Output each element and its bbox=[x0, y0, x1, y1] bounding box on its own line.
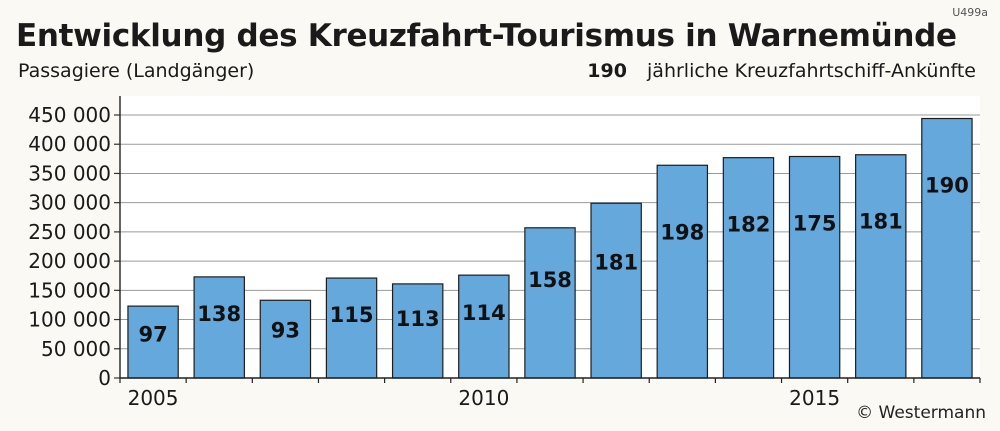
bar bbox=[590, 202, 642, 379]
bar bbox=[722, 157, 775, 379]
y-tick-label: 250 000 bbox=[28, 220, 111, 244]
x-tick-label: 2010 bbox=[458, 386, 509, 410]
figure-code: U499a bbox=[952, 6, 988, 19]
y-tick-label: 300 000 bbox=[28, 191, 111, 215]
x-tick-label: 2015 bbox=[789, 386, 840, 410]
bar-label: 138 bbox=[197, 302, 241, 326]
x-tick-label: 2005 bbox=[128, 386, 179, 410]
bar bbox=[193, 276, 245, 379]
bars bbox=[127, 117, 973, 379]
legend: 190 jährliche Kreuzfahrtschiff-Ankünfte bbox=[587, 60, 976, 82]
legend-sample-value: 190 bbox=[587, 60, 627, 82]
bar bbox=[524, 227, 576, 379]
bar-label: 97 bbox=[138, 323, 167, 347]
bar-label: 181 bbox=[594, 251, 638, 275]
bar-label: 158 bbox=[528, 268, 572, 292]
bar bbox=[458, 274, 510, 379]
bar-label: 181 bbox=[859, 210, 903, 234]
bar bbox=[259, 299, 312, 379]
bar-labels: 97 138 93 115 113 114 158 181 198 182 175 181 190 bbox=[138, 174, 968, 347]
bar bbox=[127, 305, 179, 379]
legend-text: jährliche Kreuzfahrtschiff-Ankünfte bbox=[647, 60, 976, 82]
bar-label: 115 bbox=[330, 303, 374, 327]
bar bbox=[855, 154, 907, 379]
bar-label: 190 bbox=[925, 174, 969, 198]
bar-label: 182 bbox=[727, 213, 771, 237]
bar bbox=[788, 155, 841, 379]
bar-label: 198 bbox=[660, 220, 704, 244]
bar-label: 114 bbox=[462, 301, 506, 325]
bar-label: 175 bbox=[793, 212, 837, 236]
bar bbox=[921, 117, 973, 379]
bar bbox=[391, 283, 444, 379]
y-tick-label: 200 000 bbox=[28, 249, 111, 273]
bar bbox=[325, 277, 378, 379]
y-tick-label: 150 000 bbox=[28, 278, 111, 302]
bar-label: 113 bbox=[396, 307, 440, 331]
y-tick-label: 100 000 bbox=[28, 308, 111, 332]
y-tick-label: 0 bbox=[98, 366, 111, 390]
y-tick-label: 50 000 bbox=[41, 337, 111, 361]
x-axis: 2005 2010 2015 bbox=[119, 96, 981, 410]
chart-title: Entwicklung des Kreuzfahrt-Tourismus in … bbox=[16, 18, 957, 54]
y-tick-label: 350 000 bbox=[28, 161, 111, 185]
copyright-credit: © Westermann bbox=[856, 403, 986, 423]
bar-label: 93 bbox=[271, 319, 300, 343]
y-axis-label: Passagiere (Landgänger) bbox=[18, 60, 255, 82]
y-tick-label: 400 000 bbox=[28, 132, 111, 156]
bar bbox=[656, 164, 709, 379]
y-axis-ticks: 0 50 000 100 000 150 000 200 000 250 000 300 0… bbox=[28, 103, 120, 390]
y-tick-label: 450 000 bbox=[28, 103, 111, 127]
